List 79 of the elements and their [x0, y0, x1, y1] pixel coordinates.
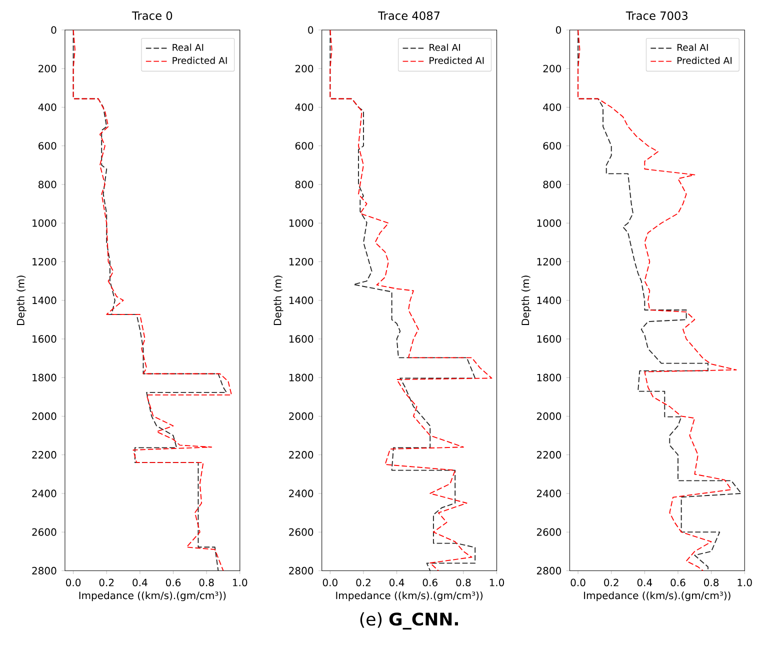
- y-tick-label: 2000: [32, 412, 56, 420]
- y-tick-label: 2800: [289, 567, 314, 575]
- x-tick-label: 1.0: [233, 578, 248, 586]
- y-axis-title: Depth (m): [16, 276, 26, 326]
- x-tick-label: 0.8: [199, 578, 214, 586]
- x-tick-label: 0.0: [66, 578, 81, 586]
- y-tick-label: 600: [38, 142, 56, 150]
- x-tick-label: 0.0: [322, 578, 338, 586]
- y-tick-label: 800: [543, 180, 561, 188]
- legend-label: Predicted AI: [430, 56, 484, 64]
- x-tick-label: 0.2: [99, 578, 114, 586]
- y-tick-label: 1000: [289, 219, 314, 228]
- y-tick-label: 2400: [536, 490, 561, 498]
- y-tick-label: 1400: [32, 296, 56, 304]
- legend-label: Real AI: [430, 44, 460, 52]
- y-tick-label: 0: [308, 26, 314, 34]
- y-tick-label: 200: [295, 64, 314, 73]
- y-tick-label: 2400: [289, 490, 314, 498]
- y-tick-label: 1600: [537, 335, 561, 343]
- x-tick-label: 0.0: [570, 578, 586, 586]
- y-tick-label: 2800: [32, 567, 56, 575]
- x-tick-label: 0.6: [422, 578, 438, 586]
- x-tick-label: 0.4: [132, 578, 148, 586]
- y-tick-label: 1400: [289, 296, 314, 304]
- y-tick-label: 400: [295, 104, 314, 112]
- y-tick-label: 1800: [537, 374, 561, 382]
- y-tick-label: 2200: [289, 451, 314, 459]
- x-axis-title: Impedance ((km/s).(gm/cm³)): [584, 592, 730, 602]
- y-tick-label: 2000: [289, 412, 314, 420]
- legend-label: Real AI: [172, 44, 204, 52]
- y-axis-title: Depth (m): [274, 276, 284, 326]
- x-axis-title: Impedance ((km/s).(gm/cm³)): [336, 592, 482, 602]
- y-tick-label: 600: [543, 142, 561, 150]
- y-tick-label: 1800: [32, 374, 56, 382]
- x-tick-label: 0.8: [704, 578, 719, 586]
- chart-title: Trace 4087: [378, 12, 440, 20]
- y-tick-label: 0: [51, 26, 56, 34]
- y-tick-label: 400: [543, 104, 561, 112]
- y-tick-label: 2200: [32, 451, 56, 459]
- y-tick-label: 1200: [289, 258, 314, 266]
- x-tick-label: 0.4: [637, 578, 652, 586]
- legend-label: Predicted AI: [172, 56, 227, 64]
- chart-title: Trace 7003: [626, 12, 688, 20]
- y-tick-label: 200: [543, 64, 561, 73]
- y-tick-label: 800: [38, 180, 56, 188]
- y-tick-label: 1600: [289, 335, 314, 343]
- x-tick-label: 0.2: [604, 578, 618, 586]
- y-tick-label: 2600: [32, 528, 56, 536]
- y-tick-label: 600: [295, 142, 314, 150]
- y-tick-label: 1600: [32, 335, 56, 343]
- legend-label: Real AI: [677, 44, 708, 52]
- y-tick-label: 2800: [536, 567, 561, 575]
- y-tick-label: 2600: [289, 528, 314, 536]
- y-tick-label: 200: [38, 64, 56, 73]
- y-tick-label: 1200: [537, 258, 561, 266]
- y-tick-label: 2200: [536, 451, 561, 459]
- y-tick-label: 2400: [32, 490, 56, 498]
- y-tick-label: 1400: [537, 296, 561, 304]
- y-tick-label: 1000: [537, 219, 561, 228]
- y-tick-label: 2600: [536, 528, 561, 536]
- y-tick-label: 400: [38, 104, 56, 112]
- chart-title: Trace 0: [132, 12, 172, 20]
- y-tick-label: 2000: [536, 412, 561, 420]
- y-tick-label: 1800: [289, 374, 314, 382]
- y-tick-label: 0: [556, 26, 561, 34]
- y-axis-title: Depth (m): [521, 276, 532, 326]
- x-axis-title: Impedance ((km/s).(gm/cm³)): [79, 592, 226, 602]
- x-tick-label: 0.8: [456, 578, 471, 586]
- x-tick-label: 1.0: [738, 578, 752, 586]
- text: (e) G_CNN.: [360, 612, 458, 630]
- x-tick-label: 0.2: [356, 578, 370, 586]
- y-tick-label: 1200: [32, 258, 56, 266]
- legend-label: Predicted AI: [677, 56, 732, 64]
- y-tick-label: 1000: [32, 219, 56, 228]
- x-tick-label: 0.6: [670, 578, 686, 586]
- x-tick-label: 1.0: [490, 578, 504, 586]
- y-tick-label: 800: [295, 180, 314, 188]
- x-tick-label: 0.6: [166, 578, 181, 586]
- x-tick-label: 0.4: [390, 578, 404, 586]
